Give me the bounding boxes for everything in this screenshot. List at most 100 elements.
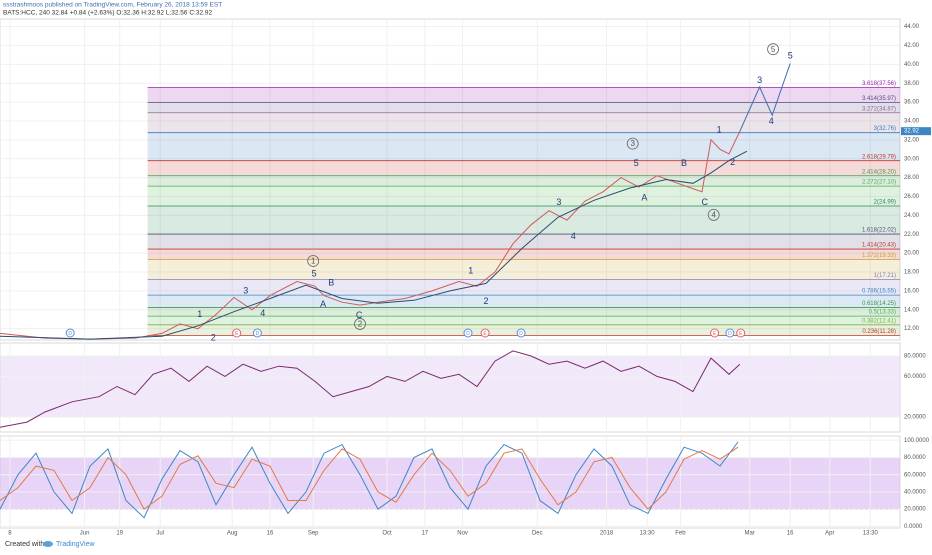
event-marker xyxy=(65,328,75,338)
wave-label: 4 xyxy=(711,211,716,220)
y-tick-label: 20.00 xyxy=(904,251,920,257)
fib-band xyxy=(147,279,901,296)
fib-band xyxy=(147,87,901,103)
series-line xyxy=(0,150,748,340)
y-tick-label: 80.0000 xyxy=(904,354,926,360)
y-tick-label: 28.00 xyxy=(904,175,920,181)
fib-band xyxy=(147,234,901,250)
y-tick-label: 24.00 xyxy=(904,213,920,219)
series-line xyxy=(739,63,791,132)
wave-circle xyxy=(307,255,320,267)
x-tick-label: 16 xyxy=(787,531,794,537)
wave-label: 1 xyxy=(197,309,202,319)
fib-band xyxy=(147,316,901,325)
x-tick-label: Mar xyxy=(745,531,755,537)
event-label: D xyxy=(466,331,470,337)
y-tick-label: 0.0000 xyxy=(904,524,923,530)
event-marker xyxy=(252,328,262,338)
symbol-line: BATS:HCC, 240 32.84 +0.84 (+2.63%) O:32.… xyxy=(3,10,212,17)
fib-band xyxy=(147,295,901,308)
event-label: D xyxy=(728,331,732,337)
band xyxy=(0,356,900,418)
wave-label: 1 xyxy=(311,257,316,266)
wave-circle xyxy=(767,43,779,56)
wave-circle xyxy=(626,137,639,150)
fib-band xyxy=(147,307,901,317)
y-tick-label: 40.0000 xyxy=(904,489,926,495)
fib-label: 2(24.99) xyxy=(874,200,896,206)
fib-band xyxy=(147,249,901,260)
fib-band xyxy=(147,160,901,176)
fib-band xyxy=(147,206,901,235)
wave-label: 4 xyxy=(769,116,774,126)
x-tick-label: 8 xyxy=(8,531,12,537)
x-tick-label: Feb xyxy=(675,531,686,537)
fib-label: 1.414(20.43) xyxy=(862,243,896,249)
wave-label: 4 xyxy=(571,231,576,241)
created-with: Created with xyxy=(5,541,44,548)
y-tick-label: 100.0000 xyxy=(904,438,930,444)
x-tick-label: Jun xyxy=(80,531,90,537)
wave-label: 3 xyxy=(243,285,248,295)
y-tick-label: 40.00 xyxy=(904,62,920,68)
x-tick-label: Nov xyxy=(457,531,468,537)
wave-label: 3 xyxy=(556,197,561,207)
y-tick-label: 36.00 xyxy=(904,100,920,106)
y-tick-label: 20.0000 xyxy=(904,507,926,513)
series-line xyxy=(0,441,739,519)
y-tick-label: 32.00 xyxy=(904,137,920,143)
event-label: E xyxy=(739,331,743,337)
wave-label: 3 xyxy=(757,75,762,85)
fib-label: 1.618(22.02) xyxy=(862,228,896,234)
wave-label: 2 xyxy=(358,320,363,329)
wave-label: 2 xyxy=(730,157,735,167)
fib-label: 1(17.21) xyxy=(874,273,896,279)
event-marker xyxy=(736,328,746,338)
wave-label: 5 xyxy=(312,269,317,279)
x-tick-label: Oct xyxy=(382,531,392,537)
panel-frame xyxy=(0,18,901,341)
fib-band xyxy=(147,186,901,207)
fib-label: 2.414(28.20) xyxy=(862,169,896,175)
wave-circle xyxy=(707,209,720,221)
fib-label: 3.272(34.87) xyxy=(862,106,896,112)
fib-band xyxy=(147,112,901,133)
event-marker xyxy=(725,328,735,338)
wave-label: B xyxy=(681,158,687,168)
y-tick-label: 14.00 xyxy=(904,307,920,313)
x-tick-label: Sep xyxy=(308,531,319,537)
last-price-label: 32.92 xyxy=(904,129,920,135)
event-marker xyxy=(480,328,490,338)
y-tick-label: 12.00 xyxy=(904,326,920,332)
wave-label: 3 xyxy=(630,139,635,148)
wave-label: 1 xyxy=(468,266,473,276)
fib-band xyxy=(147,102,901,113)
series-line xyxy=(0,350,741,428)
x-tick-label: 2018 xyxy=(600,531,614,537)
fib-label: 0.382(12.41) xyxy=(862,318,896,324)
x-tick-label: 13:30 xyxy=(863,531,879,537)
wave-label: 2 xyxy=(211,332,216,342)
brand-logo xyxy=(43,541,53,547)
x-tick-label: Jul xyxy=(156,531,164,537)
fib-label: 3.618(37.56) xyxy=(862,81,896,87)
event-marker xyxy=(232,328,242,338)
x-tick-label: 17 xyxy=(421,531,428,537)
fib-band xyxy=(147,259,901,280)
x-tick-label: 19 xyxy=(116,531,123,537)
series-line xyxy=(0,131,741,340)
y-tick-label: 20.0000 xyxy=(904,415,926,421)
x-tick-label: 13:30 xyxy=(640,531,656,537)
wave-label: C xyxy=(701,197,708,207)
wave-label: A xyxy=(320,299,326,309)
y-tick-label: 18.00 xyxy=(904,270,920,276)
y-tick-label: 60.0000 xyxy=(904,472,926,478)
series-line xyxy=(0,446,739,510)
event-label: D xyxy=(256,331,260,337)
fib-label: 0.786(15.55) xyxy=(862,289,896,295)
wave-label: C xyxy=(356,310,363,320)
event-marker xyxy=(463,328,473,338)
fib-label: 0.5(13.33) xyxy=(869,310,896,316)
